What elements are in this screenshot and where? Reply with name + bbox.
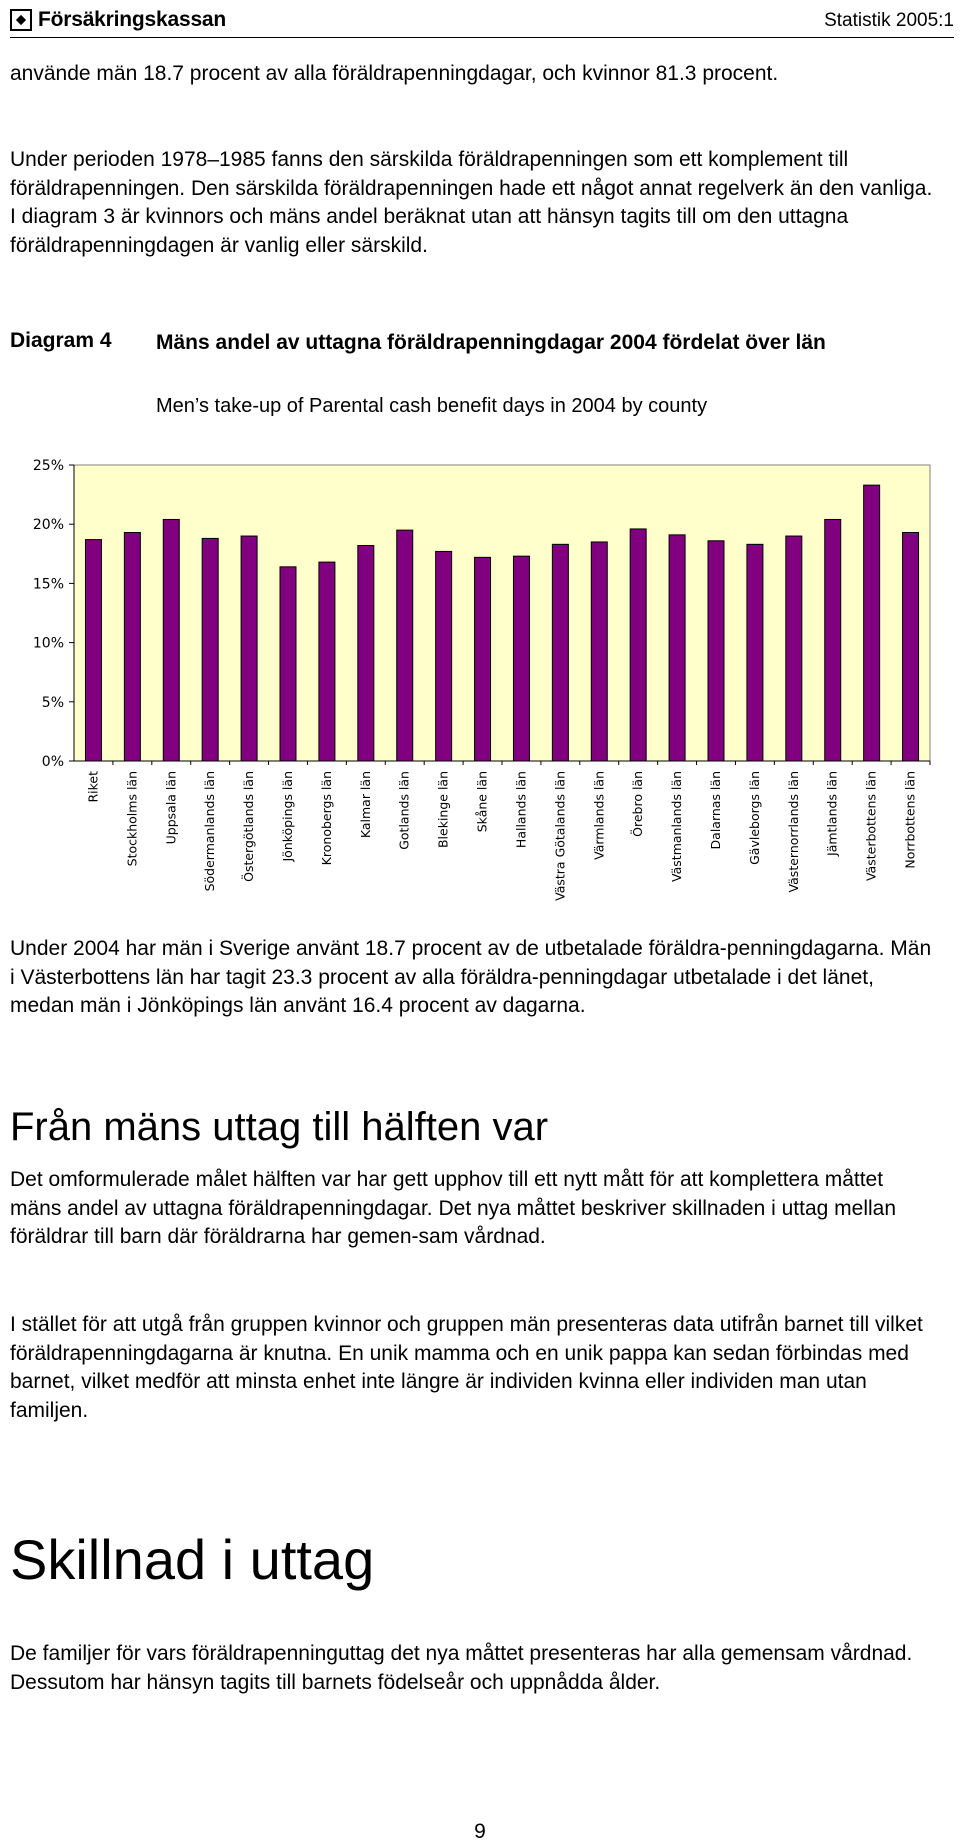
paragraph-custody: De familjer för vars föräldrapenningutta… <box>10 1642 913 1694</box>
logo: Försäkringskassan <box>10 8 226 32</box>
bar <box>435 550 453 762</box>
paragraph-intro: använde män 18.7 procent av alla föräldr… <box>10 62 779 85</box>
x-tick-label: Västerbottens län <box>864 771 879 881</box>
bar <box>474 556 492 762</box>
diagram-label: Diagram 4 <box>10 329 112 352</box>
logo-icon <box>10 9 32 31</box>
y-tick-label: 15% <box>33 576 64 592</box>
x-tick-label: Jämtlands län <box>825 771 840 857</box>
bar <box>902 531 920 762</box>
bar <box>396 529 414 762</box>
x-tick-label: Västernorrlands län <box>786 771 801 892</box>
x-tick-label: Södermanlands län <box>202 771 217 891</box>
paragraph-family-unit: I stället för att utgå från gruppen kvin… <box>10 1313 923 1422</box>
logo-text: Försäkringskassan <box>38 8 227 31</box>
bar <box>357 545 375 762</box>
diagram-title: Mäns andel av uttagna föräldrapenningdag… <box>156 331 826 354</box>
bar <box>201 537 219 762</box>
bar <box>824 518 842 762</box>
x-tick-label: Stockholms län <box>124 771 139 866</box>
x-tick-label: Värmlands län <box>591 771 606 860</box>
y-tick-label: 25% <box>33 458 64 474</box>
section-heading-half: Från mäns uttag till hälften var <box>10 1105 549 1149</box>
bar <box>123 531 141 762</box>
bar <box>551 543 569 762</box>
series-label: Statistik 2005:1 <box>824 10 954 31</box>
paragraph-new-measure: Det omformulerade målet hälften var har … <box>10 1168 897 1248</box>
bar <box>512 555 530 762</box>
bar <box>279 566 297 762</box>
bar <box>318 561 336 762</box>
header-divider <box>10 37 954 38</box>
x-tick-label: Uppsala län <box>163 771 178 844</box>
bar <box>84 539 102 762</box>
bar <box>707 540 725 762</box>
x-tick-label: Örebro län <box>629 771 645 837</box>
bar <box>629 528 647 762</box>
x-tick-label: Kalmar län <box>358 771 373 838</box>
x-tick-label: Hallands län <box>513 771 528 848</box>
bar-chart: 0% 5% 10% 15% 20% 25% Riket Stockholms län Uppsa… <box>33 458 931 901</box>
bar <box>590 541 608 762</box>
page-number: 9 <box>474 1820 486 1843</box>
y-tick-label: 10% <box>33 636 64 652</box>
x-tick-label: Västra Götalands län <box>552 771 567 901</box>
bar <box>746 543 764 762</box>
paragraph-results: Under 2004 har män i Sverige använt 18.7… <box>10 937 932 1017</box>
x-tick-label: Blekinge län <box>436 771 451 848</box>
page-header: Försäkringskassan Statistik 2005:1 <box>10 4 954 38</box>
x-tick-label: Östergötlands län <box>240 771 256 882</box>
bar <box>240 535 258 762</box>
paragraph-period: Under perioden 1978–1985 fanns den särsk… <box>10 148 933 257</box>
bar <box>668 534 686 762</box>
x-tick-label: Gotlands län <box>397 771 412 850</box>
y-tick-label: 5% <box>42 695 64 711</box>
y-tick-label: 0% <box>42 754 64 770</box>
x-tick-label: Riket <box>85 771 100 803</box>
x-tick-label: Dalarnas län <box>708 771 723 849</box>
bar <box>162 518 180 762</box>
section-heading-difference: Skillnad i uttag <box>10 1528 375 1591</box>
x-tick-label: Jönköpings län <box>280 771 295 863</box>
diagram-subtitle: Men’s take-up of Parental cash benefit d… <box>156 395 708 417</box>
x-tick-label: Gävleborgs län <box>747 771 762 865</box>
bar <box>863 484 881 762</box>
x-tick-label: Norrbottens län <box>903 771 918 869</box>
bar <box>785 535 803 762</box>
y-tick-label: 20% <box>33 517 64 533</box>
x-tick-label: Skåne län <box>475 771 490 832</box>
x-tick-label: Västmanlands län <box>669 771 684 882</box>
x-tick-label: Kronobergs län <box>319 771 334 865</box>
